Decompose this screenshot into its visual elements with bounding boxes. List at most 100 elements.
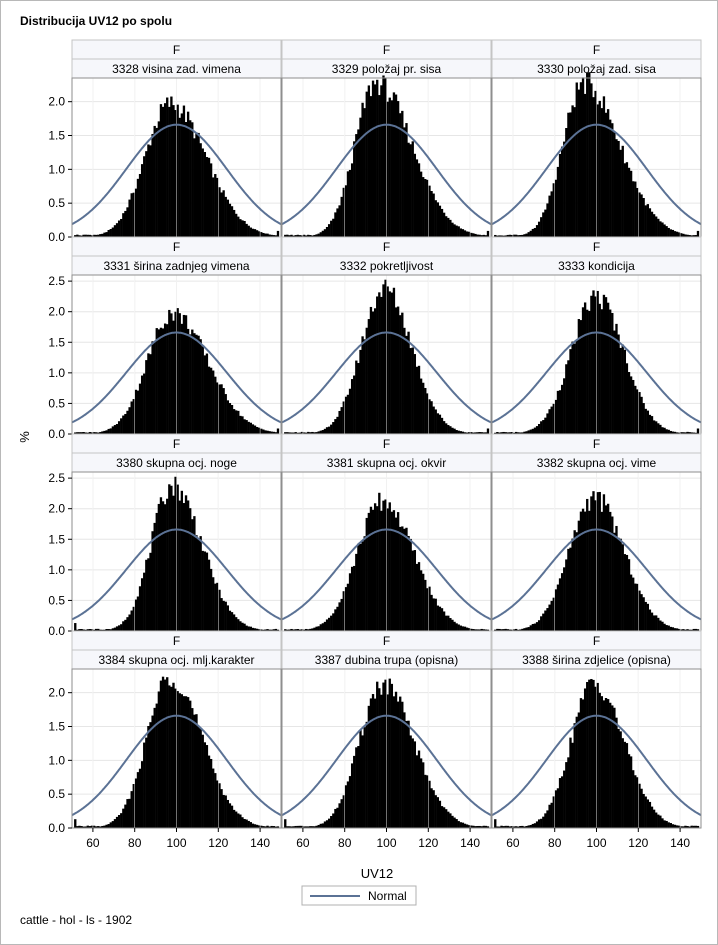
- histogram-bar: [309, 432, 312, 434]
- histogram-bar: [577, 319, 581, 434]
- histogram-bar: [512, 234, 516, 237]
- histogram-bar: [533, 823, 537, 828]
- histogram-bar: [558, 578, 562, 631]
- histogram-bar: [74, 235, 77, 237]
- histogram-bar: [334, 212, 337, 237]
- histogram-bar: [465, 824, 469, 828]
- histogram-bar: [596, 290, 599, 434]
- histogram-bar: [209, 758, 213, 828]
- histogram-bar: [384, 279, 387, 434]
- histogram-bar: [390, 100, 394, 237]
- histogram-bar: [546, 608, 549, 631]
- histogram-bar: [583, 511, 587, 631]
- histogram-bar: [309, 628, 312, 631]
- y-tick-label: 2.0: [48, 305, 65, 319]
- histogram-bar: [540, 818, 543, 828]
- histogram-bar: [124, 413, 127, 434]
- histogram-bar: [686, 431, 689, 434]
- histogram-bar: [384, 679, 387, 828]
- histogram-bar: [161, 501, 165, 631]
- histogram-bar: [531, 623, 535, 631]
- histogram-bar: [315, 626, 318, 631]
- normal-curve: [71, 331, 282, 424]
- histogram-bar: [558, 778, 562, 828]
- histogram-bar: [361, 735, 364, 828]
- histogram-bar: [449, 426, 452, 434]
- histogram-bar: [556, 390, 560, 434]
- histogram-bar: [525, 627, 528, 631]
- histogram-bar: [498, 628, 501, 631]
- histogram-bar: [428, 399, 431, 434]
- histogram-bar: [109, 822, 112, 828]
- histogram-bar: [565, 364, 568, 434]
- histogram-bar: [548, 195, 551, 237]
- histogram-bar: [163, 679, 167, 828]
- histogram-bar: [659, 424, 662, 434]
- histogram-bar: [514, 431, 518, 434]
- histogram-bar: [216, 382, 219, 434]
- panel-12: F 3388 širina zdjelice (opisna) 60 80 100 120…: [491, 630, 702, 850]
- histogram-bar: [323, 621, 327, 631]
- histogram-bar: [342, 187, 345, 237]
- histogram-bar: [625, 554, 629, 631]
- histogram-bar: [153, 341, 156, 434]
- histogram-bar: [476, 825, 479, 828]
- histogram-bar: [307, 431, 310, 434]
- histogram-bar: [332, 813, 335, 828]
- histogram-bar: [300, 431, 304, 434]
- histogram-bar: [216, 177, 219, 237]
- histogram-bar: [239, 219, 242, 237]
- histogram-bar: [512, 629, 516, 631]
- histogram-bar: [239, 415, 242, 434]
- histogram-bar: [290, 826, 293, 828]
- panel-sex-label: F: [383, 437, 390, 451]
- histogram-bar: [640, 396, 643, 434]
- histogram-bar: [640, 194, 643, 237]
- histogram-bar: [138, 383, 142, 434]
- histogram-bar: [155, 127, 158, 237]
- histogram-bar: [228, 803, 232, 828]
- histogram-bar: [600, 511, 604, 631]
- histogram-bar: [359, 729, 362, 828]
- histogram-bar: [478, 825, 481, 828]
- histogram-bar: [262, 429, 265, 434]
- histogram-bar: [411, 738, 414, 828]
- histogram-bar: [419, 758, 423, 828]
- histogram-bar: [176, 484, 179, 631]
- histogram-bar: [554, 399, 558, 434]
- histogram-bar: [128, 798, 131, 828]
- histogram-bar: [615, 717, 618, 828]
- histogram-bar: [619, 731, 622, 828]
- histogram-bar: [586, 498, 589, 631]
- histogram-bar: [569, 349, 572, 434]
- histogram-bar: [646, 799, 649, 828]
- panel-sex-label: F: [173, 437, 180, 451]
- histogram-bar: [245, 625, 248, 631]
- histogram-bar: [286, 234, 289, 237]
- histogram-bar: [544, 813, 547, 828]
- histogram-bar: [207, 559, 211, 631]
- histogram-bar: [573, 530, 576, 631]
- histogram-bar: [665, 226, 668, 237]
- histogram-bar: [678, 628, 681, 631]
- histogram-bar: [147, 353, 150, 434]
- histogram-bar: [627, 372, 631, 434]
- histogram-bar: [690, 432, 693, 434]
- histogram-bar: [417, 163, 421, 237]
- histogram-bar: [498, 432, 501, 434]
- histogram-bar: [174, 110, 177, 237]
- histogram-bar: [411, 141, 414, 237]
- histogram-bar: [436, 797, 439, 828]
- histogram-bar: [428, 780, 431, 828]
- histogram-bar: [636, 583, 639, 631]
- histogram-bar: [151, 133, 154, 237]
- histogram-bar: [434, 795, 437, 828]
- histogram-bar: [260, 629, 263, 631]
- histogram-bar: [182, 314, 186, 434]
- histogram-bar: [255, 628, 259, 631]
- histogram-bar: [253, 628, 257, 631]
- y-tick-label: 1.5: [48, 720, 65, 734]
- histogram-bar: [191, 708, 194, 828]
- histogram-bar: [554, 790, 558, 828]
- histogram-bar: [484, 629, 488, 631]
